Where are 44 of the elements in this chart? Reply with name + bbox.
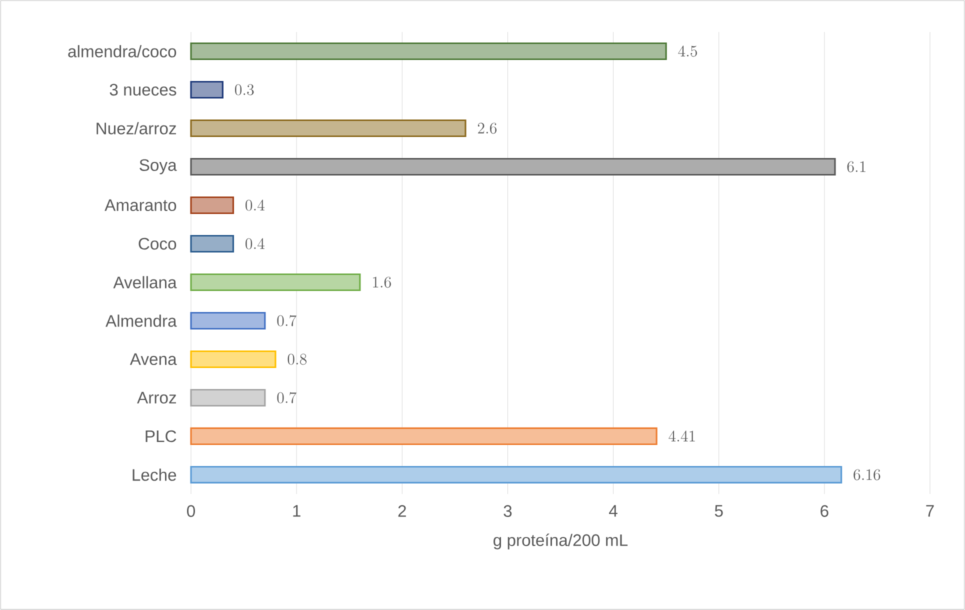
data-label: 4.5	[678, 46, 697, 57]
x-tick-label: 4	[609, 505, 618, 517]
bar	[190, 312, 266, 330]
y-tick-label: Leche	[132, 468, 176, 481]
x-tick-label: 1	[293, 505, 300, 517]
y-tick-label: Avellana	[113, 276, 177, 288]
data-label: 0.4	[246, 238, 264, 250]
data-label: 0.4	[246, 200, 264, 211]
x-tick-label: 5	[714, 505, 723, 517]
x-tick-label: 2	[398, 505, 406, 517]
bar	[190, 119, 466, 138]
bar	[190, 196, 234, 214]
y-tick-label: Arroz	[137, 392, 176, 404]
bar	[190, 427, 658, 446]
data-label: 1 .6	[373, 276, 391, 288]
x-tick-label: 3	[504, 505, 512, 517]
data-label: 0.3	[235, 84, 254, 96]
y-tick-label: 3 nueces	[110, 84, 176, 96]
y-tick-label: PLC	[146, 430, 176, 442]
x-tick-label: 7	[926, 505, 934, 517]
data-label: 4.41	[668, 430, 695, 442]
y-tick-label: Coco	[138, 238, 176, 250]
data-label: 0.7	[277, 392, 296, 404]
bar	[190, 80, 224, 99]
data-label: 6. 1	[847, 161, 866, 172]
bar	[190, 42, 667, 60]
data-label: 2.6	[478, 122, 497, 134]
y-tick-label: Amaranto	[104, 199, 176, 212]
x-axis-title: g proteína/200 mL	[494, 534, 628, 550]
y-tick-label: almendra/coco	[68, 45, 176, 58]
bar	[190, 466, 842, 484]
y-tick-label: Soya	[140, 159, 177, 174]
y-tick-label: Avena	[130, 353, 177, 366]
bar	[190, 234, 234, 253]
bar	[190, 350, 276, 368]
bar	[190, 158, 836, 176]
y-tick-label: Almendra	[106, 314, 177, 327]
x-tick-label: 0	[187, 505, 195, 517]
data-label: 0.8	[288, 354, 307, 365]
y-tick-label: Nuez/arroz	[96, 122, 176, 134]
x-tick-label: 6	[820, 505, 828, 517]
data-label: 0.7	[277, 315, 296, 326]
bar	[190, 273, 361, 292]
data-label: 6. 16	[854, 469, 880, 480]
